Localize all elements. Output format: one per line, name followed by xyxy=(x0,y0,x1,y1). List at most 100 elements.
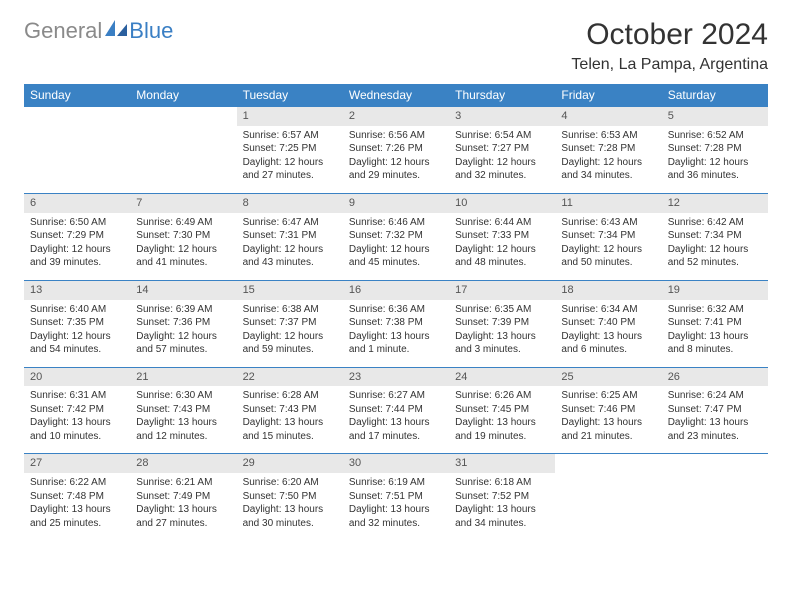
sunset-text: Sunset: 7:29 PM xyxy=(30,229,124,243)
day-content-cell xyxy=(130,126,236,194)
sunset-text: Sunset: 7:34 PM xyxy=(668,229,762,243)
title-block: October 2024 Telen, La Pampa, Argentina xyxy=(571,18,768,74)
day-number-cell: 11 xyxy=(555,193,661,212)
daylight-text: Daylight: 12 hours and 34 minutes. xyxy=(561,156,655,183)
day-number: 28 xyxy=(136,457,148,469)
sunset-text: Sunset: 7:27 PM xyxy=(455,142,549,156)
day-number: 30 xyxy=(349,457,361,469)
week-daynum-row: 12345 xyxy=(24,107,768,126)
day-number-cell: 17 xyxy=(449,280,555,299)
day-content-cell: Sunrise: 6:26 AMSunset: 7:45 PMDaylight:… xyxy=(449,386,555,454)
day-header-row: Sunday Monday Tuesday Wednesday Thursday… xyxy=(24,84,768,107)
day-number-cell: 22 xyxy=(237,367,343,386)
daylight-text: Daylight: 13 hours and 25 minutes. xyxy=(30,503,124,530)
daylight-text: Daylight: 13 hours and 3 minutes. xyxy=(455,330,549,357)
daylight-text: Daylight: 13 hours and 30 minutes. xyxy=(243,503,337,530)
sunset-text: Sunset: 7:52 PM xyxy=(455,490,549,504)
day-content-cell: Sunrise: 6:32 AMSunset: 7:41 PMDaylight:… xyxy=(662,300,768,368)
sunset-text: Sunset: 7:38 PM xyxy=(349,316,443,330)
day-number-cell: 5 xyxy=(662,107,768,126)
sunrise-text: Sunrise: 6:28 AM xyxy=(243,389,337,403)
day-content-cell: Sunrise: 6:24 AMSunset: 7:47 PMDaylight:… xyxy=(662,386,768,454)
day-content-cell: Sunrise: 6:35 AMSunset: 7:39 PMDaylight:… xyxy=(449,300,555,368)
logo-text-a: General xyxy=(24,18,102,44)
day-number-cell: 28 xyxy=(130,454,236,473)
week-content-row: Sunrise: 6:57 AMSunset: 7:25 PMDaylight:… xyxy=(24,126,768,194)
day-number-cell xyxy=(555,454,661,473)
sunrise-text: Sunrise: 6:31 AM xyxy=(30,389,124,403)
daylight-text: Daylight: 12 hours and 57 minutes. xyxy=(136,330,230,357)
day-content-cell xyxy=(24,126,130,194)
daylight-text: Daylight: 12 hours and 50 minutes. xyxy=(561,243,655,270)
daylight-text: Daylight: 13 hours and 27 minutes. xyxy=(136,503,230,530)
sunrise-text: Sunrise: 6:27 AM xyxy=(349,389,443,403)
daylight-text: Daylight: 12 hours and 32 minutes. xyxy=(455,156,549,183)
week-daynum-row: 6789101112 xyxy=(24,193,768,212)
sunrise-text: Sunrise: 6:22 AM xyxy=(30,476,124,490)
sunrise-text: Sunrise: 6:24 AM xyxy=(668,389,762,403)
day-number-cell: 8 xyxy=(237,193,343,212)
day-number-cell: 19 xyxy=(662,280,768,299)
daylight-text: Daylight: 13 hours and 21 minutes. xyxy=(561,416,655,443)
day-number-cell: 13 xyxy=(24,280,130,299)
sunset-text: Sunset: 7:30 PM xyxy=(136,229,230,243)
daylight-text: Daylight: 12 hours and 54 minutes. xyxy=(30,330,124,357)
day-content-cell: Sunrise: 6:49 AMSunset: 7:30 PMDaylight:… xyxy=(130,213,236,281)
day-number: 24 xyxy=(455,371,467,383)
day-content-cell: Sunrise: 6:46 AMSunset: 7:32 PMDaylight:… xyxy=(343,213,449,281)
day-number: 3 xyxy=(455,110,461,122)
daylight-text: Daylight: 13 hours and 32 minutes. xyxy=(349,503,443,530)
day-content-cell: Sunrise: 6:20 AMSunset: 7:50 PMDaylight:… xyxy=(237,473,343,540)
sunset-text: Sunset: 7:28 PM xyxy=(561,142,655,156)
daylight-text: Daylight: 13 hours and 8 minutes. xyxy=(668,330,762,357)
day-number: 11 xyxy=(561,197,572,209)
week-daynum-row: 2728293031 xyxy=(24,454,768,473)
sunrise-text: Sunrise: 6:34 AM xyxy=(561,303,655,317)
sunrise-text: Sunrise: 6:43 AM xyxy=(561,216,655,230)
day-number: 9 xyxy=(349,197,355,209)
day-number-cell: 10 xyxy=(449,193,555,212)
sunset-text: Sunset: 7:48 PM xyxy=(30,490,124,504)
sunset-text: Sunset: 7:31 PM xyxy=(243,229,337,243)
day-number-cell xyxy=(24,107,130,126)
daylight-text: Daylight: 13 hours and 34 minutes. xyxy=(455,503,549,530)
logo: General Blue xyxy=(24,18,173,44)
week-content-row: Sunrise: 6:22 AMSunset: 7:48 PMDaylight:… xyxy=(24,473,768,540)
sunrise-text: Sunrise: 6:57 AM xyxy=(243,129,337,143)
day-number-cell: 7 xyxy=(130,193,236,212)
week-content-row: Sunrise: 6:31 AMSunset: 7:42 PMDaylight:… xyxy=(24,386,768,454)
sunset-text: Sunset: 7:41 PM xyxy=(668,316,762,330)
day-header: Thursday xyxy=(449,84,555,107)
day-number-cell: 27 xyxy=(24,454,130,473)
day-content-cell: Sunrise: 6:44 AMSunset: 7:33 PMDaylight:… xyxy=(449,213,555,281)
day-number-cell: 2 xyxy=(343,107,449,126)
sunset-text: Sunset: 7:49 PM xyxy=(136,490,230,504)
day-number: 8 xyxy=(243,197,249,209)
sunset-text: Sunset: 7:51 PM xyxy=(349,490,443,504)
sunset-text: Sunset: 7:37 PM xyxy=(243,316,337,330)
daylight-text: Daylight: 13 hours and 6 minutes. xyxy=(561,330,655,357)
day-number-cell: 24 xyxy=(449,367,555,386)
day-header: Monday xyxy=(130,84,236,107)
sunrise-text: Sunrise: 6:36 AM xyxy=(349,303,443,317)
daylight-text: Daylight: 13 hours and 17 minutes. xyxy=(349,416,443,443)
day-number: 16 xyxy=(349,284,361,296)
day-number-cell: 1 xyxy=(237,107,343,126)
sunrise-text: Sunrise: 6:53 AM xyxy=(561,129,655,143)
sunset-text: Sunset: 7:40 PM xyxy=(561,316,655,330)
month-title: October 2024 xyxy=(571,18,768,52)
daylight-text: Daylight: 13 hours and 15 minutes. xyxy=(243,416,337,443)
daylight-text: Daylight: 12 hours and 39 minutes. xyxy=(30,243,124,270)
sunrise-text: Sunrise: 6:19 AM xyxy=(349,476,443,490)
day-header: Sunday xyxy=(24,84,130,107)
daylight-text: Daylight: 12 hours and 59 minutes. xyxy=(243,330,337,357)
daylight-text: Daylight: 13 hours and 19 minutes. xyxy=(455,416,549,443)
day-number: 21 xyxy=(136,371,148,383)
sunrise-text: Sunrise: 6:40 AM xyxy=(30,303,124,317)
day-content-cell: Sunrise: 6:54 AMSunset: 7:27 PMDaylight:… xyxy=(449,126,555,194)
sunrise-text: Sunrise: 6:52 AM xyxy=(668,129,762,143)
sunset-text: Sunset: 7:43 PM xyxy=(243,403,337,417)
day-header: Wednesday xyxy=(343,84,449,107)
day-number-cell: 29 xyxy=(237,454,343,473)
day-number: 29 xyxy=(243,457,255,469)
